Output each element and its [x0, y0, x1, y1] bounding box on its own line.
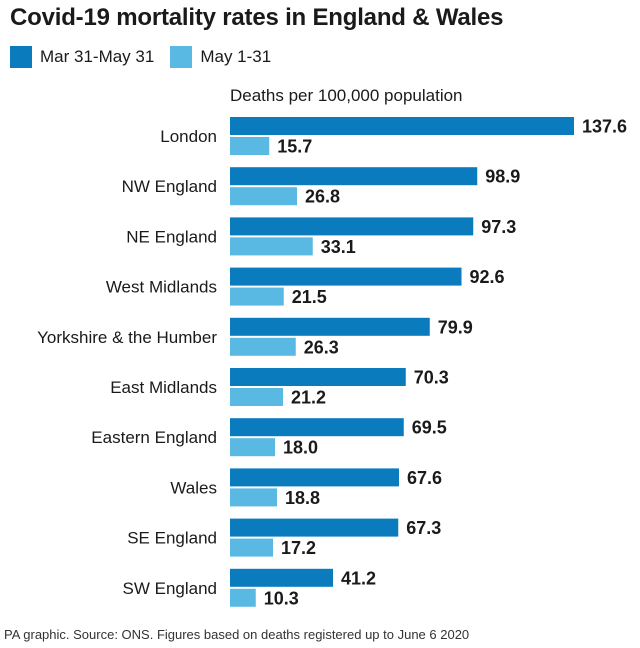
value-label-nw-england-series-1: 98.9 [485, 167, 520, 187]
bar-sw-england-series-2 [230, 588, 256, 607]
category-label-ne-england: NE England [126, 227, 217, 246]
bar-yorkshire-the-humber-series-2 [230, 337, 296, 356]
bar-ne-england-series-1 [230, 217, 474, 236]
bar-london-series-1 [230, 117, 574, 135]
bar-nw-england-series-2 [230, 187, 297, 206]
bar-wales-series-2 [230, 488, 277, 507]
bar-eastern-england-series-2 [230, 438, 275, 457]
bar-london-series-2 [230, 137, 270, 155]
legend-label-series-2: May 1-31 [200, 47, 272, 66]
value-label-eastern-england-series-2: 18.0 [283, 438, 318, 458]
value-label-west-midlands-series-1: 92.6 [470, 267, 505, 287]
category-label-london: London [160, 127, 217, 146]
category-label-east-midlands: East Midlands [110, 378, 217, 397]
value-label-wales-series-2: 18.8 [285, 488, 320, 508]
legend-item-series-1: Mar 31-May 31 [10, 46, 154, 68]
category-label-nw-england: NW England [122, 177, 217, 196]
value-label-se-england-series-2: 17.2 [281, 538, 316, 558]
value-label-west-midlands-series-2: 21.5 [292, 287, 327, 307]
category-label-se-england: SE England [127, 529, 217, 548]
bar-se-england-series-2 [230, 538, 273, 557]
bar-west-midlands-series-1 [230, 267, 462, 286]
bar-sw-england-series-1 [230, 568, 333, 587]
category-label-west-midlands: West Midlands [106, 278, 217, 297]
value-label-se-england-series-1: 67.3 [406, 518, 441, 538]
value-label-sw-england-series-1: 41.2 [341, 568, 376, 588]
value-label-london-series-2: 15.7 [277, 137, 312, 157]
value-label-yorkshire-the-humber-series-2: 26.3 [304, 337, 339, 357]
value-label-ne-england-series-2: 33.1 [321, 237, 356, 257]
value-label-wales-series-1: 67.6 [407, 468, 442, 488]
value-label-ne-england-series-1: 97.3 [481, 217, 516, 237]
value-label-yorkshire-the-humber-series-1: 79.9 [438, 317, 473, 337]
bar-ne-england-series-2 [230, 237, 313, 256]
legend-swatch-series-2 [170, 46, 193, 68]
bar-wales-series-1 [230, 468, 399, 487]
bar-nw-england-series-1 [230, 167, 478, 186]
bar-se-england-series-1 [230, 518, 399, 537]
bar-east-midlands-series-1 [230, 368, 406, 386]
bar-west-midlands-series-2 [230, 287, 284, 306]
bar-eastern-england-series-1 [230, 418, 404, 437]
legend-swatch-series-1 [10, 46, 32, 68]
legend: Mar 31-May 31 May 1-31 [10, 46, 287, 68]
bar-yorkshire-the-humber-series-1 [230, 317, 430, 336]
value-label-east-midlands-series-2: 21.2 [291, 388, 326, 408]
legend-label-series-1: Mar 31-May 31 [40, 47, 155, 66]
value-label-sw-england-series-2: 10.3 [264, 588, 299, 608]
bar-east-midlands-series-2 [230, 388, 283, 406]
x-axis-label: Deaths per 100,000 population [230, 86, 463, 105]
category-label-yorkshire-the-humber: Yorkshire & the Humber [37, 328, 217, 347]
source-note: PA graphic. Source: ONS. Figures based o… [4, 627, 470, 642]
value-label-eastern-england-series-1: 69.5 [412, 418, 447, 438]
category-label-eastern-england: Eastern England [91, 428, 217, 447]
category-label-sw-england: SW England [123, 579, 218, 598]
value-label-east-midlands-series-1: 70.3 [414, 368, 449, 388]
category-label-wales: Wales [170, 478, 217, 497]
chart-title: Covid-19 mortality rates in England & Wa… [10, 4, 504, 31]
value-label-london-series-1: 137.6 [582, 117, 627, 137]
legend-item-series-2: May 1-31 [170, 46, 271, 68]
value-label-nw-england-series-2: 26.8 [305, 187, 340, 207]
